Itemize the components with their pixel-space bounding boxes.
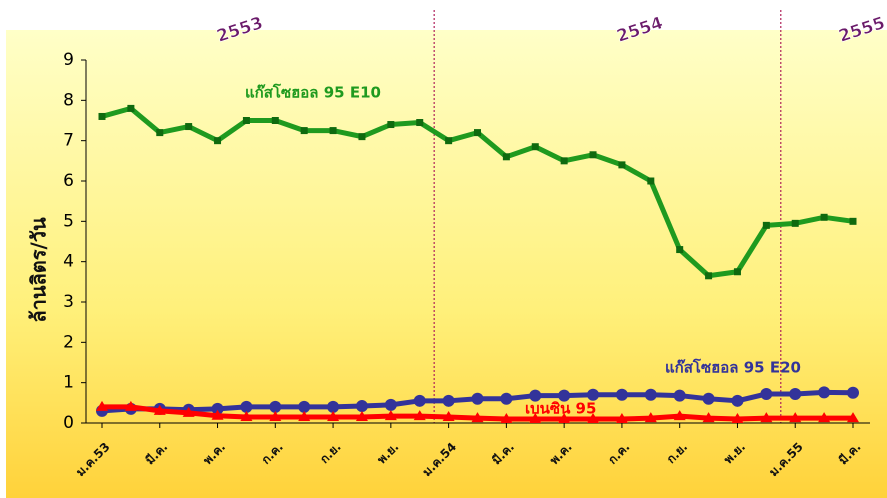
- marker: [124, 400, 137, 411]
- marker: [529, 412, 542, 423]
- marker: [560, 157, 568, 165]
- marker: [647, 177, 655, 185]
- marker: [211, 409, 224, 420]
- y-tick-label: 2: [63, 332, 74, 352]
- marker: [702, 412, 715, 423]
- marker: [185, 123, 193, 131]
- marker: [731, 394, 744, 407]
- marker: [327, 410, 340, 421]
- y-tick-label: 9: [63, 50, 74, 70]
- y-tick-label: 4: [63, 252, 74, 272]
- marker: [847, 412, 859, 423]
- series-label: แก๊สโซฮอล 95 E10: [245, 83, 381, 102]
- marker: [818, 386, 831, 399]
- marker: [500, 412, 513, 423]
- marker: [589, 151, 597, 159]
- marker: [474, 129, 481, 137]
- marker: [214, 137, 222, 145]
- marker: [789, 387, 802, 400]
- marker: [673, 410, 686, 421]
- marker: [789, 412, 802, 423]
- marker: [413, 394, 426, 407]
- marker: [384, 410, 397, 421]
- marker: [500, 392, 513, 405]
- marker: [502, 153, 510, 161]
- marker: [355, 410, 368, 421]
- marker: [676, 246, 684, 254]
- marker: [329, 127, 337, 135]
- marker: [442, 410, 455, 421]
- y-axis-label: ล้านลิตร/วัน: [27, 217, 51, 323]
- marker: [242, 117, 250, 124]
- marker: [760, 387, 773, 400]
- marker: [355, 400, 368, 413]
- marker: [558, 389, 571, 402]
- marker: [153, 404, 166, 415]
- y-tick-label: 7: [63, 131, 74, 151]
- marker: [98, 112, 106, 120]
- marker: [240, 400, 253, 413]
- marker: [847, 386, 859, 399]
- y-tick-label: 3: [63, 292, 74, 312]
- marker: [820, 213, 828, 221]
- marker: [271, 117, 279, 124]
- marker: [615, 388, 628, 401]
- y-tick-label: 5: [63, 211, 74, 231]
- marker: [413, 410, 426, 421]
- marker: [211, 402, 224, 415]
- marker: [587, 388, 600, 401]
- series-label: แก๊สโซฮอล 95 E20: [665, 358, 801, 377]
- marker: [558, 412, 571, 423]
- marker: [387, 121, 395, 129]
- marker: [182, 406, 195, 417]
- marker: [298, 410, 311, 421]
- marker: [644, 388, 657, 401]
- marker: [762, 221, 770, 229]
- marker: [587, 412, 600, 423]
- marker: [269, 410, 282, 421]
- marker: [818, 412, 831, 423]
- marker: [615, 412, 628, 423]
- marker: [327, 400, 340, 413]
- marker: [618, 161, 626, 169]
- y-tick-label: 8: [63, 90, 74, 110]
- marker: [298, 400, 311, 413]
- marker: [529, 389, 542, 402]
- marker: [471, 392, 484, 405]
- marker: [442, 394, 455, 407]
- marker: [702, 392, 715, 405]
- marker: [96, 400, 108, 411]
- marker: [358, 133, 366, 141]
- marker: [300, 127, 308, 135]
- marker: [733, 268, 741, 276]
- marker: [445, 137, 453, 145]
- marker: [705, 272, 713, 280]
- marker: [760, 412, 773, 423]
- series-label: เบนซิน 95: [525, 400, 596, 418]
- marker: [791, 219, 799, 227]
- marker: [673, 389, 686, 402]
- marker: [531, 143, 539, 151]
- y-tick-label: 1: [63, 373, 74, 393]
- marker: [269, 400, 282, 413]
- marker: [644, 412, 657, 423]
- marker: [156, 129, 164, 137]
- marker: [127, 104, 135, 112]
- y-tick-label: 6: [63, 171, 74, 191]
- marker: [384, 398, 397, 411]
- marker: [416, 119, 424, 127]
- y-tick-label: 0: [63, 413, 74, 433]
- marker: [731, 412, 744, 423]
- marker: [849, 217, 857, 225]
- chart-background: [6, 30, 887, 498]
- marker: [240, 410, 253, 421]
- marker: [471, 412, 484, 423]
